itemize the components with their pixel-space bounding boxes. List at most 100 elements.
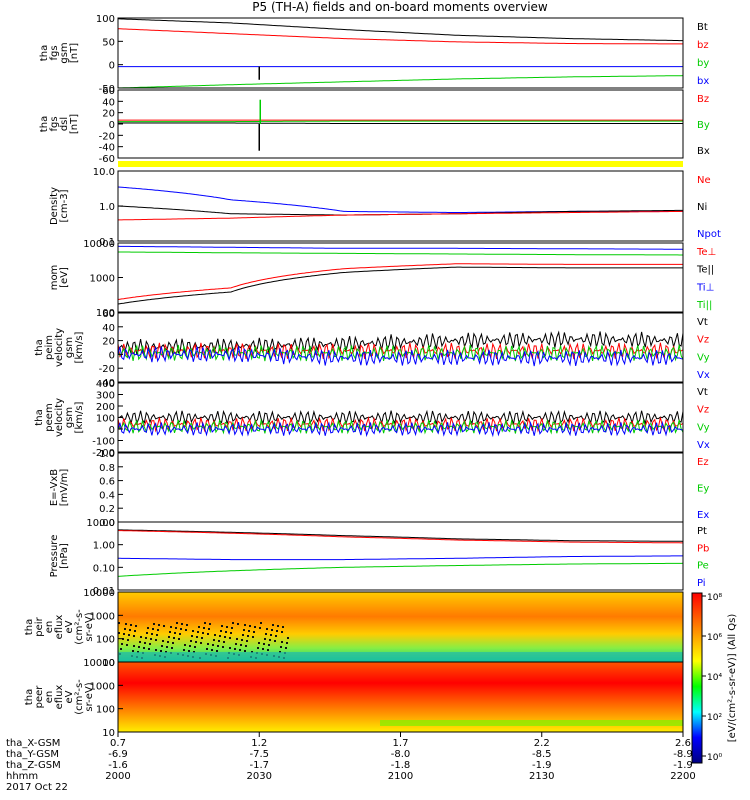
legend-Pe: Pe <box>697 561 709 572</box>
spectrogram-speck <box>270 634 272 636</box>
spectrogram-speck <box>252 636 254 638</box>
series-bz-line <box>117 28 683 45</box>
spectrogram-speck <box>118 632 120 634</box>
spectrogram-speck <box>194 646 196 648</box>
panel-3: 10.0 1.0 0.1 Density [cm-3] Ne Ni Npot <box>49 167 721 248</box>
ytick-label: 10000 <box>83 588 115 599</box>
ytick-label: 0.4 <box>99 490 115 501</box>
footer-value: -1.9 <box>532 760 552 771</box>
spectrogram-speck <box>247 635 249 637</box>
colorbar-tick-label: 10⁴ <box>707 673 722 683</box>
ytick-label: 0.8 <box>99 463 115 474</box>
series-by-line <box>117 75 684 89</box>
ytick-label: -40 <box>99 378 115 389</box>
colorbar-tick-label: 10⁶ <box>707 633 722 643</box>
series-Pe-line <box>117 562 684 577</box>
spectrogram-speck <box>225 631 227 633</box>
footer-value: -1.7 <box>249 760 269 771</box>
legend-bz: bz <box>697 40 709 51</box>
series-Vt-line <box>117 330 684 355</box>
ytick-label: 0 <box>109 350 115 361</box>
ytick-label: 10000 <box>83 658 115 669</box>
ytick-label: 0.10 <box>93 563 115 574</box>
ylabel-line: [nPa] <box>59 543 70 569</box>
ylabel-line: [nT] <box>69 43 80 63</box>
ytick-label: 10.0 <box>93 167 115 178</box>
footer-value: -8.9 <box>673 749 693 760</box>
ytick-label: 100 <box>96 14 115 25</box>
ylabel-line: [mV/m] <box>59 469 70 507</box>
ylabel-line: fgs <box>49 116 60 131</box>
legend-Ni: Ni <box>697 202 707 213</box>
footer-row-label: tha_Z-GSM <box>6 760 61 771</box>
footer-value: -8.0 <box>391 749 411 760</box>
spectrogram-speck <box>287 637 289 639</box>
ylabel-line: eflux <box>54 685 65 710</box>
legend-Vy: Vy <box>697 352 710 363</box>
spectrogram-speck <box>196 636 198 638</box>
ylabel-line: dsl <box>59 117 70 131</box>
spectrogram-speck <box>167 641 169 643</box>
ytick-label: 10000 <box>83 239 115 250</box>
spectrogram-speck <box>259 627 261 629</box>
spectrogram-speck <box>176 622 178 624</box>
footer-row-label: tha_Y-GSM <box>6 749 59 760</box>
spectrogram-speck <box>216 650 218 652</box>
panel-9: 10000 1000 100 10 tha peir en eflux eV (cm²-s-sr-… <box>24 588 684 669</box>
ytick-label: 0 <box>109 425 115 436</box>
colorbar-tick-label: 10⁸ <box>707 593 722 603</box>
spectrogram-speck <box>222 646 224 648</box>
footer-value: 1.7 <box>393 738 409 749</box>
ylabel-line: [nT] <box>69 114 80 134</box>
panel-frame <box>117 17 684 89</box>
spectrogram-speck <box>158 624 160 626</box>
footer-value: -6.9 <box>108 749 128 760</box>
panel-1: 100 50 0 -50 tha fgs gsm [nT] Bt bz by bx <box>39 14 709 95</box>
ylabel-line: tha <box>39 116 50 132</box>
spectrogram-speck <box>175 627 177 629</box>
colorbar: [eV/(cm²-s-sr-eV)] (All Qs) 10⁸ 10⁶ 10⁴ 10²… <box>691 592 738 764</box>
ylabel-line: [km/s] <box>74 331 85 363</box>
spectrogram-speck <box>140 636 142 638</box>
footer-value: -7.5 <box>249 749 269 760</box>
spectrogram-speck <box>232 622 234 624</box>
ylabel-line: eflux <box>54 615 65 640</box>
spectrogram-speck <box>229 647 231 649</box>
quality-flag-bar <box>118 161 683 167</box>
spectrogram-speck <box>120 648 122 650</box>
spectrogram-speck <box>150 638 152 640</box>
ylabel-line: [eV] <box>59 267 70 288</box>
spectrogram-speck <box>180 628 182 630</box>
legend-Vx: Vx <box>697 370 710 381</box>
spectrogram-speck <box>286 642 288 644</box>
ylabel-line: velocity <box>54 398 65 437</box>
series-Pt-line <box>118 529 684 542</box>
panel-frame <box>117 170 684 242</box>
spectrogram-speck <box>239 649 241 651</box>
series-Vy-line <box>117 418 684 435</box>
ytick-label: 1.00 <box>93 541 115 552</box>
spectrogram-speck <box>209 623 211 625</box>
legend-Ti⊥: Ti⊥ <box>696 282 714 293</box>
footer-row-label: tha_X-GSM <box>6 738 60 749</box>
spectrogram-speck <box>178 638 180 640</box>
spectrogram <box>118 592 683 662</box>
ylabel-line: tha <box>24 689 35 705</box>
spectrogram-speck <box>192 630 194 632</box>
spectrogram-speck <box>274 640 276 642</box>
ylabel-line: (cm²-s- <box>74 679 85 715</box>
ytick-label: 0.6 <box>99 477 115 488</box>
spectrogram-speck <box>184 644 186 646</box>
ylabel-line: en <box>44 621 55 634</box>
series-Ne-line <box>118 210 683 221</box>
series-By-line <box>118 120 683 123</box>
spectrogram-speck <box>152 628 154 630</box>
legend-Ez: Ez <box>697 457 709 468</box>
ylabel-line: mom <box>49 265 60 291</box>
spectrogram-speck <box>163 625 165 627</box>
spectrogram-band <box>380 720 683 726</box>
ylabel-line: peim <box>44 335 55 360</box>
series-Ni-line <box>117 205 683 216</box>
